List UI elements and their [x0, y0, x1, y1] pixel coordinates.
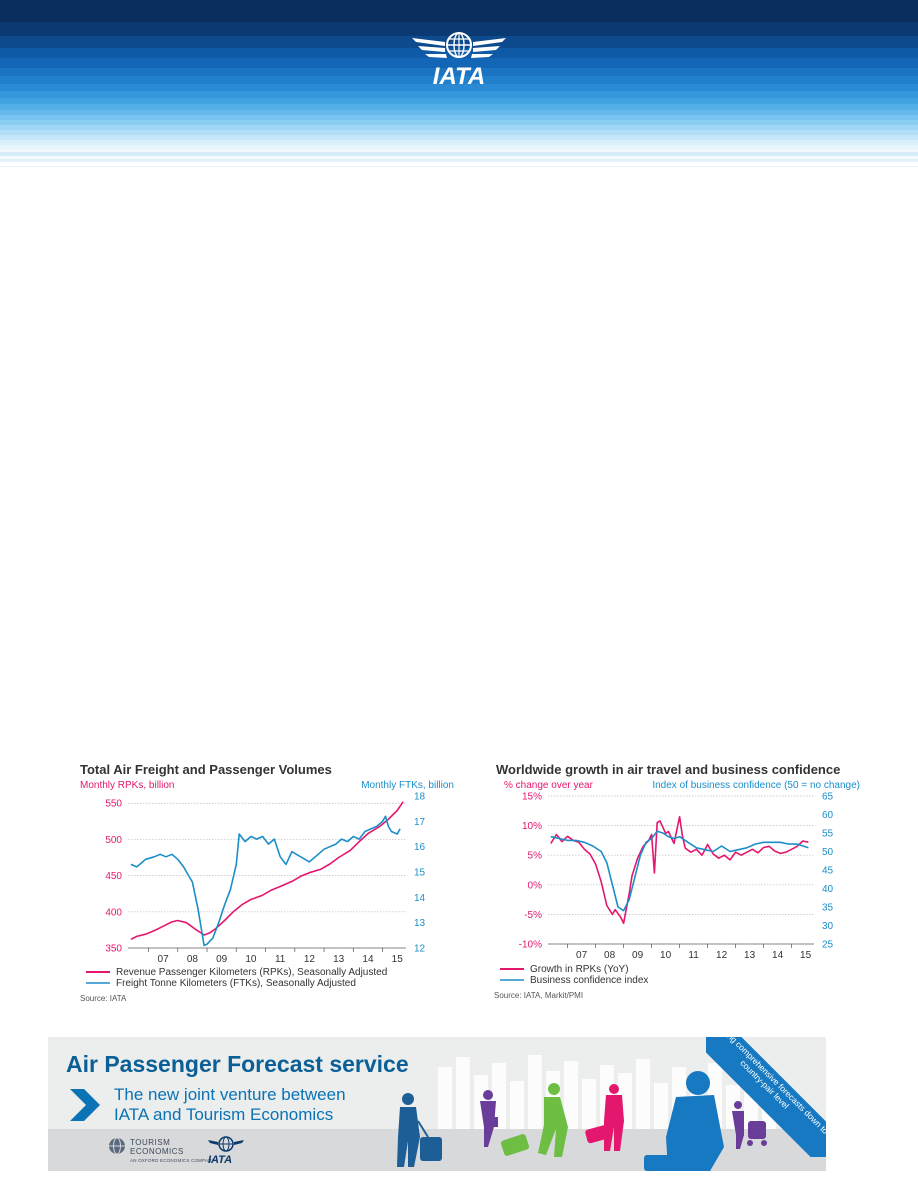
- traveller-figures: [397, 1071, 767, 1171]
- tourism-logo-line3: AN OXFORD ECONOMICS COMPANY: [130, 1158, 215, 1163]
- ad-banner[interactable]: Air Passenger Forecast service The new j…: [48, 1037, 826, 1171]
- x-tick-label: 12: [716, 950, 728, 961]
- y-tick-label-left: 350: [105, 944, 122, 955]
- y-tick-label-left: 550: [105, 799, 122, 810]
- iata-small-globe-icon: [208, 1136, 244, 1152]
- tourism-economics-logo: TOURISM ECONOMICS AN OXFORD ECONOMICS CO…: [130, 1138, 215, 1165]
- x-tick-label: 14: [362, 954, 374, 965]
- chevron-right-icon: [70, 1089, 100, 1121]
- chart-title: Total Air Freight and Passenger Volumes: [80, 762, 332, 777]
- x-tick-label: 12: [304, 954, 316, 965]
- globe-icon: [446, 32, 472, 58]
- y-tick-label-left: 5%: [528, 851, 543, 862]
- y-tick-label-left: 500: [105, 835, 122, 846]
- iata-small-logo-text: IATA: [208, 1154, 233, 1166]
- chart-air-travel-business-confidence: Worldwide growth in air travel and busin…: [490, 760, 860, 1020]
- legend-label: Growth in RPKs (YoY): [530, 964, 629, 975]
- chart1-svg: Total Air Freight and Passenger Volumes M…: [80, 762, 454, 1003]
- y-tick-label-left: 0%: [528, 880, 543, 891]
- ad-subtitle-line1: The new joint venture between: [114, 1085, 346, 1104]
- chart-source: Source: IATA, Markit/PMI: [494, 991, 583, 1000]
- x-tick-label: 13: [744, 950, 756, 961]
- chart2-svg: Worldwide growth in air travel and busin…: [494, 762, 860, 1000]
- tourism-economics-globe-icon: [109, 1137, 125, 1155]
- x-tick-label: 10: [245, 954, 257, 965]
- y-tick-label-right: 12: [414, 944, 426, 955]
- y-tick-label-right: 16: [414, 842, 426, 853]
- y-tick-label-right: 13: [414, 918, 426, 929]
- y-axis-label-left: Monthly RPKs, billion: [80, 780, 174, 791]
- legend-label: Business confidence index: [530, 975, 648, 986]
- x-tick-label: 07: [158, 954, 170, 965]
- y-tick-label-right: 50: [822, 847, 834, 858]
- iata-logo-text: IATA: [433, 63, 485, 90]
- ad-background: [48, 1037, 826, 1171]
- x-tick-label: 15: [392, 954, 404, 965]
- tourism-logo-line2: ECONOMICS: [130, 1147, 184, 1156]
- x-tick-label: 14: [772, 950, 784, 961]
- tourism-logo-line1: TOURISM: [130, 1138, 171, 1147]
- x-tick-label: 10: [660, 950, 672, 961]
- legend-label: Revenue Passenger Kilometers (RPKs), Sea…: [116, 967, 387, 978]
- series-line-secondary: [130, 815, 401, 947]
- x-tick-label: 15: [800, 950, 812, 961]
- y-axis-label-left: % change over year: [504, 780, 594, 791]
- ad-ribbon-text: Including comprehensive forecasts down t…: [706, 1037, 826, 1157]
- y-tick-label-right: 65: [822, 792, 834, 803]
- y-tick-label-left: -10%: [519, 940, 542, 951]
- chart-title: Worldwide growth in air travel and busin…: [496, 762, 840, 777]
- x-tick-label: 09: [632, 950, 644, 961]
- ad-title: Air Passenger Forecast service: [66, 1051, 409, 1077]
- chart-air-freight-passenger: Total Air Freight and Passenger Volumes M…: [74, 760, 474, 1020]
- chart-source: Source: IATA: [80, 994, 127, 1003]
- x-tick-label: 11: [275, 954, 286, 965]
- y-tick-label-left: 450: [105, 871, 122, 882]
- y-tick-label-left: -5%: [524, 910, 542, 921]
- x-tick-label: 08: [187, 954, 199, 965]
- y-tick-label-right: 15: [414, 868, 426, 879]
- y-tick-label-left: 400: [105, 907, 122, 918]
- ad-subtitle: The new joint venture between IATA and T…: [114, 1085, 346, 1125]
- x-tick-label: 08: [604, 950, 616, 961]
- x-tick-label: 11: [688, 950, 699, 961]
- y-tick-label-left: 10%: [522, 821, 542, 832]
- iata-logo: IATA: [412, 32, 506, 90]
- x-tick-label: 07: [576, 950, 588, 961]
- y-tick-label-right: 45: [822, 866, 834, 877]
- y-tick-label-right: 55: [822, 829, 834, 840]
- y-axis-label-right: Index of business confidence (50 = no ch…: [652, 780, 860, 791]
- legend-label: Freight Tonne Kilometers (FTKs), Seasona…: [116, 978, 356, 989]
- y-tick-label-right: 40: [822, 884, 834, 895]
- y-axis-label-right: Monthly FTKs, billion: [361, 780, 454, 791]
- x-tick-label: 13: [333, 954, 345, 965]
- y-tick-label-right: 25: [822, 940, 834, 951]
- y-tick-label-left: 15%: [522, 792, 542, 803]
- page-header: IATA: [0, 0, 918, 170]
- x-tick-label: 09: [216, 954, 228, 965]
- header-banner: IATA: [0, 0, 918, 170]
- y-tick-label-right: 35: [822, 903, 834, 914]
- series-line-secondary: [550, 830, 809, 912]
- ad-subtitle-line2: IATA and Tourism Economics: [114, 1105, 334, 1124]
- wings-icon: [412, 38, 506, 58]
- y-tick-label-right: 17: [414, 817, 426, 828]
- y-tick-label-right: 18: [414, 792, 426, 803]
- y-tick-label-right: 30: [822, 921, 834, 932]
- series-line-rpk: [550, 815, 809, 925]
- y-tick-label-right: 14: [414, 893, 426, 904]
- series-line-rpk: [130, 801, 404, 941]
- y-tick-label-right: 60: [822, 810, 834, 821]
- ad-ribbon: Including comprehensive forecasts down t…: [706, 1037, 826, 1157]
